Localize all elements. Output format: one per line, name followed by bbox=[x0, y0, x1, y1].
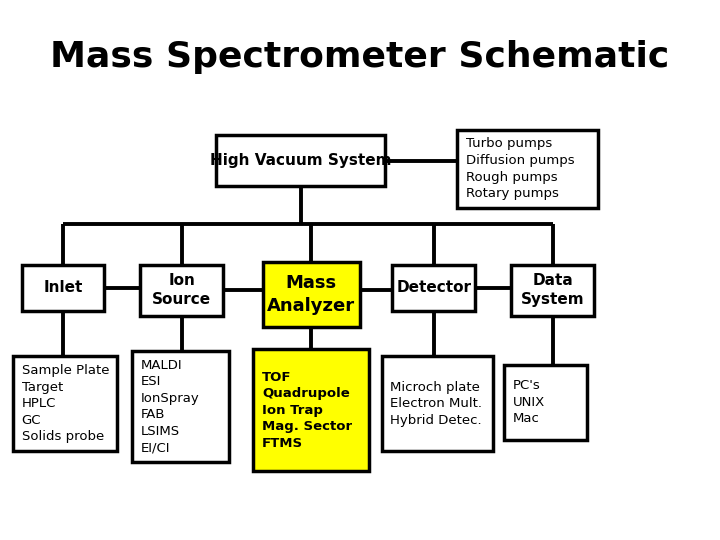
FancyBboxPatch shape bbox=[216, 135, 385, 186]
FancyBboxPatch shape bbox=[511, 265, 594, 316]
Text: Sample Plate
Target
HPLC
GC
Solids probe: Sample Plate Target HPLC GC Solids probe bbox=[22, 364, 109, 443]
FancyBboxPatch shape bbox=[382, 356, 493, 451]
FancyBboxPatch shape bbox=[392, 265, 475, 310]
FancyBboxPatch shape bbox=[263, 262, 360, 327]
Text: High Vacuum System: High Vacuum System bbox=[210, 153, 392, 168]
Text: Data
System: Data System bbox=[521, 273, 585, 307]
Text: Mass Spectrometer Schematic: Mass Spectrometer Schematic bbox=[50, 40, 670, 73]
FancyBboxPatch shape bbox=[22, 265, 104, 310]
Text: PC's
UNIX
Mac: PC's UNIX Mac bbox=[513, 379, 545, 426]
Text: Microch plate
Electron Mult.
Hybrid Detec.: Microch plate Electron Mult. Hybrid Dete… bbox=[390, 381, 482, 427]
FancyBboxPatch shape bbox=[140, 265, 223, 316]
FancyBboxPatch shape bbox=[13, 356, 117, 451]
Text: Ion
Source: Ion Source bbox=[152, 273, 212, 307]
Text: Mass
Analyzer: Mass Analyzer bbox=[267, 274, 356, 315]
Text: Detector: Detector bbox=[396, 280, 472, 295]
Text: TOF
Quadrupole
Ion Trap
Mag. Sector
FTMS: TOF Quadrupole Ion Trap Mag. Sector FTMS bbox=[262, 370, 352, 450]
FancyBboxPatch shape bbox=[132, 351, 229, 462]
Text: Inlet: Inlet bbox=[43, 280, 83, 295]
Text: MALDI
ESI
IonSpray
FAB
LSIMS
EI/CI: MALDI ESI IonSpray FAB LSIMS EI/CI bbox=[140, 359, 199, 454]
FancyBboxPatch shape bbox=[504, 364, 587, 440]
Text: Turbo pumps
Diffusion pumps
Rough pumps
Rotary pumps: Turbo pumps Diffusion pumps Rough pumps … bbox=[466, 138, 575, 200]
FancyBboxPatch shape bbox=[253, 349, 369, 471]
FancyBboxPatch shape bbox=[457, 130, 598, 208]
